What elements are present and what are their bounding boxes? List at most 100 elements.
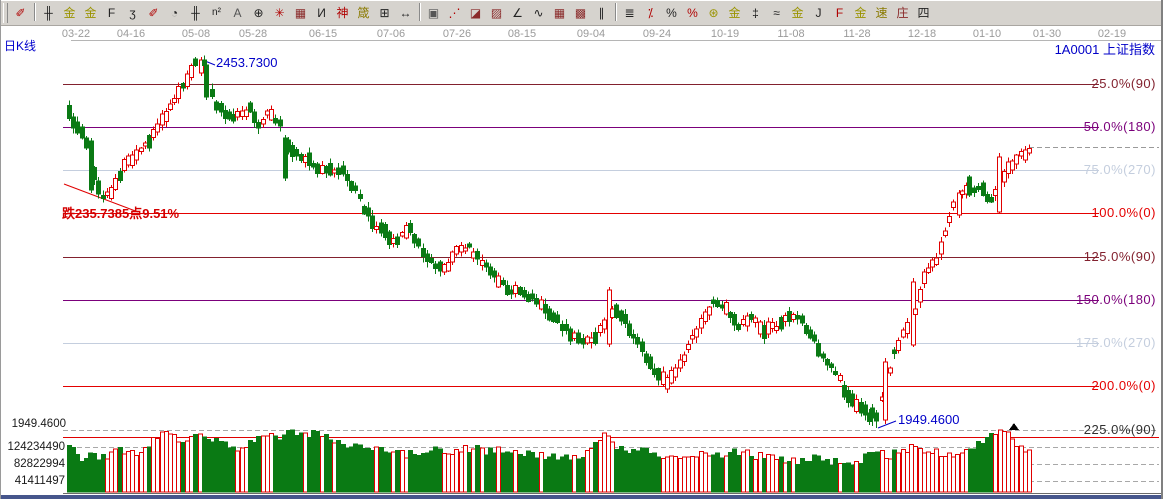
toolbar-grip[interactable]: [3, 3, 8, 23]
period-label: 日K线: [4, 39, 37, 53]
volume-bar: [972, 448, 977, 493]
ruler-tool[interactable]: ⊞: [379, 6, 390, 20]
candle-body: [614, 304, 619, 318]
angle-line-tool[interactable]: ∠: [512, 6, 523, 20]
volume-bar: [126, 450, 131, 493]
date-axis-label: 01-10: [972, 28, 1002, 40]
gold-line-tool[interactable]: 金: [728, 6, 741, 20]
window-bottom-edge: [1, 495, 1161, 499]
f-line-tool[interactable]: F: [835, 6, 844, 20]
vertical-grid2-tool[interactable]: ╫: [191, 6, 200, 20]
gold-section-tool[interactable]: 金: [63, 6, 76, 20]
volume-bar: [964, 448, 969, 493]
gold-mark-tool[interactable]: 金: [791, 6, 804, 20]
zigzag-tool[interactable]: ∿: [533, 6, 544, 20]
candle-body: [480, 259, 485, 266]
channel-tool[interactable]: ∥: [598, 6, 605, 20]
candle-body: [412, 234, 417, 244]
candle-body: [172, 97, 177, 104]
n-squared-tool[interactable]: n²: [212, 7, 221, 18]
zhen-tool[interactable]: 箴: [357, 6, 370, 20]
volume-bar: [488, 447, 493, 493]
percent-tool[interactable]: %: [666, 6, 677, 20]
fibonacci-tool[interactable]: F: [107, 6, 116, 20]
candle-body: [84, 137, 89, 149]
volume-bar: [787, 460, 792, 493]
brush2-tool[interactable]: ✐: [148, 6, 159, 20]
candle-body: [160, 113, 165, 126]
measure-tool[interactable]: ↔: [399, 6, 412, 20]
spiral-tool[interactable]: ʒ: [129, 6, 136, 20]
volume-bar: [808, 460, 813, 493]
date-axis-label: 05-28: [238, 28, 268, 40]
si-line-tool[interactable]: 四: [917, 6, 930, 20]
candle-body: [774, 326, 779, 332]
volume-bar: [741, 451, 746, 493]
rect-tool[interactable]: ▣: [427, 6, 440, 20]
brush-tool[interactable]: ✐: [15, 6, 26, 20]
gold-section2-tool[interactable]: 金: [84, 6, 97, 20]
gann-circle-tool[interactable]: ⊕: [253, 6, 264, 20]
candle-body: [530, 293, 535, 300]
volume-bar: [602, 432, 607, 493]
candle-body: [560, 323, 565, 332]
volume-bar: [589, 447, 594, 493]
candle-body: [467, 243, 472, 248]
volume-bar: [648, 453, 653, 493]
candle-body: [960, 190, 965, 196]
gann-grid-tool[interactable]: ▦: [294, 6, 307, 20]
wave-mark-tool[interactable]: И: [317, 6, 326, 20]
candle-body: [189, 64, 194, 78]
volume-bar: [568, 459, 573, 493]
band-tool[interactable]: ≈: [773, 6, 780, 20]
candle-body: [199, 59, 204, 74]
grid-arrow-tool[interactable]: ▩: [574, 6, 587, 20]
cycle-circle-tool[interactable]: ◔: [170, 6, 179, 20]
volume-bar: [766, 453, 771, 493]
gann-star-tool[interactable]: ✳: [274, 6, 285, 20]
candle-body: [690, 334, 695, 340]
zhuang-line-tool[interactable]: 庄: [896, 6, 909, 20]
volume-bar: [151, 437, 156, 493]
percent-level-tool[interactable]: %: [687, 6, 698, 20]
fan-fill-tool[interactable]: ◪: [469, 6, 482, 20]
candle-body: [972, 187, 977, 193]
flag-tool[interactable]: ‡: [752, 6, 759, 20]
candle-body: [421, 248, 426, 257]
symbol-label[interactable]: 1A0001 上证指数: [1054, 42, 1155, 57]
volume-bar: [307, 436, 312, 493]
speed-line-tool[interactable]: 速: [875, 6, 888, 20]
volume-bar: [101, 453, 106, 493]
volume-bar: [353, 443, 358, 493]
candle-body: [126, 155, 131, 166]
grid-square-tool[interactable]: ▦: [553, 6, 566, 20]
ray-fan-tool[interactable]: ⋰: [448, 6, 461, 20]
fan-grid-tool[interactable]: ▨: [490, 6, 503, 20]
gold-circle-tool[interactable]: ⊛: [708, 6, 719, 20]
candle-body: [139, 147, 144, 153]
candle-body: [745, 315, 750, 327]
candle-body: [576, 332, 581, 344]
candle-body: [1019, 151, 1024, 157]
low-annotation-connector: [877, 420, 897, 429]
percent-line-label: 50.0%(180): [1083, 119, 1156, 134]
candle-body: [219, 103, 224, 113]
volume-bar: [1019, 445, 1024, 493]
gold-slash-tool[interactable]: 金: [854, 6, 867, 20]
volume-bar: [513, 450, 518, 493]
vertical-grid-tool[interactable]: ╫: [44, 6, 53, 20]
volume-bar: [859, 462, 864, 493]
shen-tool[interactable]: 神: [336, 6, 349, 20]
candle-body: [985, 194, 990, 202]
candle-body: [779, 317, 784, 330]
candle-body: [724, 302, 729, 315]
volume-bar: [842, 463, 847, 493]
candle-body: [918, 289, 923, 303]
levels-tool[interactable]: ≣: [624, 6, 635, 20]
j-line-tool[interactable]: J: [815, 6, 822, 20]
candle-body: [896, 339, 901, 352]
text-note-tool[interactable]: A: [233, 6, 242, 20]
volume-bar: [673, 455, 678, 493]
percent-line-tool[interactable]: ⁒: [647, 6, 654, 20]
